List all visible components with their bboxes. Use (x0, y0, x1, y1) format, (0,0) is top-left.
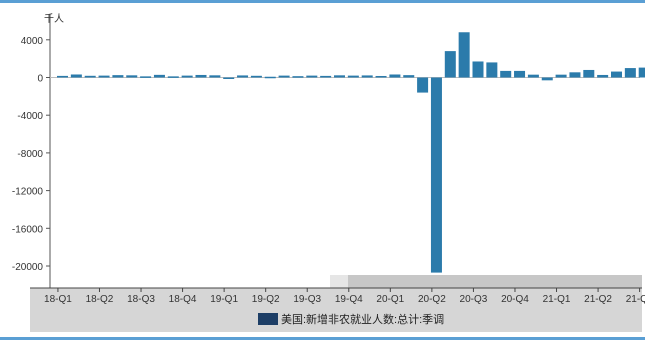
y-unit-label: 千人 (44, 13, 64, 25)
x-tick-label: 19-Q3 (293, 294, 321, 305)
bar-2018-08 (153, 74, 165, 78)
bar-2020-03 (417, 77, 429, 93)
y-tick-label: 0 (37, 74, 43, 85)
x-ticks: 18-Q1 18-Q2 18-Q3 18-Q4 19-Q1 19-Q2 19-Q3 19-Q4… (44, 288, 645, 305)
bar-2020-10 (514, 70, 526, 78)
bar-2019-07 (306, 75, 318, 78)
bars (57, 32, 645, 273)
top-border (0, 0, 645, 3)
bar-2018-02 (70, 74, 82, 78)
bar-2019-08 (320, 75, 332, 78)
bar-2020-11 (527, 74, 539, 78)
bar-2021-03 (583, 69, 595, 78)
bar-2018-07 (140, 76, 152, 78)
scrollbar-thumb[interactable] (330, 275, 348, 288)
bar-2018-12 (209, 75, 221, 78)
y-tick-label: -20000 (12, 262, 44, 273)
legend-swatch (258, 313, 278, 325)
bar-2021-05 (611, 71, 622, 78)
x-tick-label: 18-Q2 (86, 294, 114, 305)
x-tick-label: 21-Q1 (543, 294, 571, 305)
bar-2020-12 (541, 77, 553, 81)
x-tick-label: 19-Q4 (335, 294, 363, 305)
scrollbar-track[interactable] (330, 275, 642, 288)
x-tick-label: 18-Q4 (169, 294, 197, 305)
x-tick-label: 18-Q1 (44, 294, 72, 305)
y-tick-label: -16000 (12, 224, 44, 235)
bar-2020-06 (458, 32, 470, 78)
bar-2019-10 (347, 75, 359, 78)
x-tick-label: 20-Q4 (501, 294, 529, 305)
bar-2019-04 (264, 76, 276, 79)
bar-2020-02 (403, 75, 415, 78)
bar-2021-07 (638, 67, 645, 78)
x-tick-label: 20-Q1 (376, 294, 404, 305)
bottom-border (0, 337, 645, 340)
x-tick-label: 18-Q3 (127, 294, 155, 305)
bar-2018-03 (84, 75, 96, 78)
x-tick-label: 20-Q3 (460, 294, 488, 305)
bar-2018-11 (195, 74, 207, 78)
bar-2021-04 (597, 74, 609, 78)
bar-2021-01 (555, 74, 567, 78)
bar-2019-09 (334, 75, 345, 78)
x-tick-label: 21-Q3 (626, 294, 645, 305)
bar-2021-02 (569, 72, 581, 78)
bar-2019-11 (361, 75, 373, 78)
y-ticks: 4000 0 -4000 -8000 -12000 -16000 -20000 (12, 36, 50, 273)
legend-label: 美国:新增非农就业人数:总计:季调 (281, 312, 444, 326)
x-tick-label: 19-Q2 (252, 294, 280, 305)
bar-2018-09 (167, 76, 179, 78)
bar-2018-10 (181, 75, 193, 78)
bar-2019-03 (250, 75, 262, 78)
x-tick-label: 20-Q2 (418, 294, 446, 305)
bar-2019-12 (375, 75, 387, 78)
bar-2019-01 (223, 77, 235, 79)
bar-2021-06 (624, 68, 636, 78)
bar-2018-05 (112, 75, 124, 78)
x-axis-band (30, 288, 642, 332)
bar-2020-01 (389, 74, 401, 78)
y-tick-label: -12000 (12, 187, 44, 198)
bar-2019-05 (278, 75, 290, 78)
bar-2018-04 (98, 75, 110, 78)
bar-2018-06 (126, 75, 138, 78)
bar-2020-07 (472, 61, 484, 78)
bar-2020-09 (500, 70, 512, 78)
x-tick-label: 21-Q2 (584, 294, 612, 305)
y-tick-label: -8000 (17, 149, 43, 160)
bar-2020-05 (444, 51, 456, 78)
bar-2020-04 (430, 77, 442, 273)
bar-2018-01 (57, 75, 68, 78)
bar-2020-08 (486, 62, 498, 78)
y-tick-label: 4000 (21, 36, 44, 47)
x-tick-label: 19-Q1 (210, 294, 238, 305)
bar-2019-02 (237, 75, 249, 78)
bar-2019-06 (292, 76, 304, 78)
y-tick-label: -4000 (17, 111, 43, 122)
